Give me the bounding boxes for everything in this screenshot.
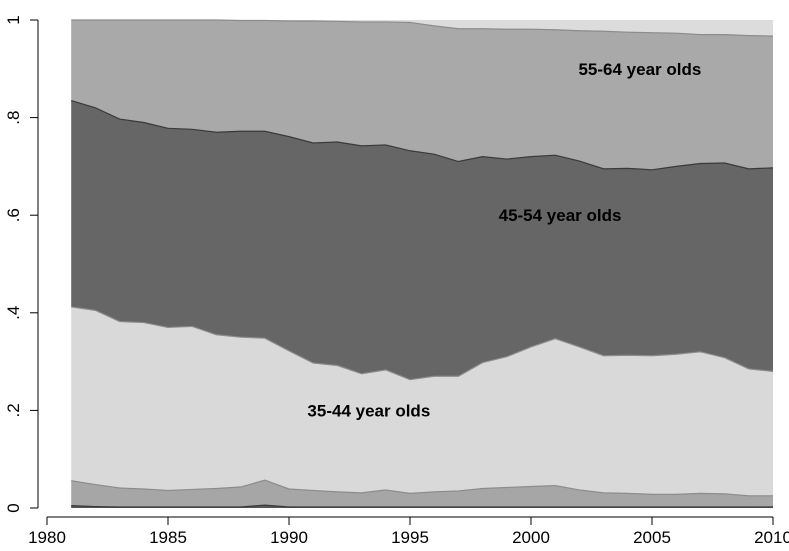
x-axis: 1980 1985 1990 1995 2000 2005 2010: [28, 516, 789, 547]
y-tick-label: 0: [4, 503, 23, 512]
x-tick-label: 1995: [391, 528, 429, 547]
y-tick-label: .4: [4, 306, 23, 320]
area-series-group: [71, 19, 774, 508]
x-tick-label: 1980: [28, 528, 66, 547]
x-tick-label: 2010: [754, 528, 789, 547]
area-boundary-line: [71, 306, 774, 381]
y-tick-label: 1: [4, 15, 23, 24]
area-label-group: 35-44 year olds 45-54 year olds 55-64 year…: [307, 60, 701, 421]
area-boundary-line: [71, 99, 774, 171]
area-series-6: [71, 20, 773, 37]
y-tick-label: .8: [4, 111, 23, 125]
area-series-5: [71, 20, 773, 170]
area-label: 45-54 year olds: [499, 206, 622, 225]
x-tick-label: 1985: [149, 528, 187, 547]
y-tick-label: .2: [4, 403, 23, 417]
area-boundary-line: [71, 19, 774, 37]
x-tick-label: 1990: [270, 528, 308, 547]
x-tick-label: 2005: [633, 528, 671, 547]
y-tick-label: .6: [4, 208, 23, 222]
area-label: 35-44 year olds: [307, 401, 430, 420]
area-boundary-line: [71, 504, 773, 508]
area-series-4: [71, 100, 773, 380]
area-series-2: [71, 480, 773, 508]
y-axis: 0 .2 .4 .6 .8 1: [4, 15, 39, 513]
area-label: 55-64 year olds: [578, 60, 701, 79]
x-tick-label: 2000: [512, 528, 550, 547]
area-boundary-line: [71, 479, 773, 497]
